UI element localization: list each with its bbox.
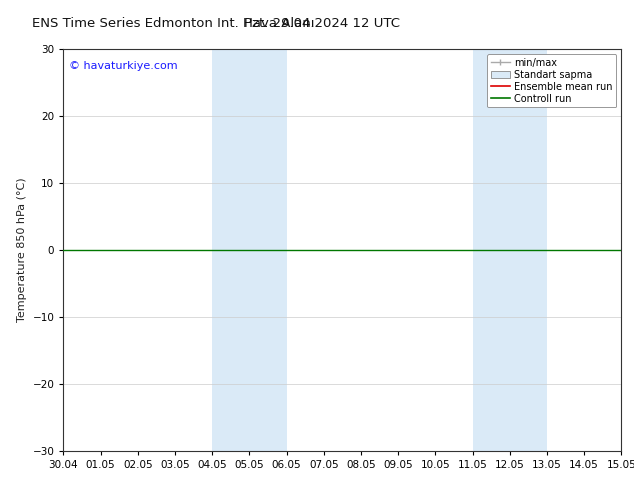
- Y-axis label: Temperature 850 hPa (°C): Temperature 850 hPa (°C): [17, 177, 27, 322]
- Bar: [472, 49, 547, 451]
- Text: © havaturkiye.com: © havaturkiye.com: [69, 61, 178, 71]
- Bar: [212, 49, 287, 451]
- Legend: min/max, Standart sapma, Ensemble mean run, Controll run: min/max, Standart sapma, Ensemble mean r…: [487, 54, 616, 107]
- Text: ENS Time Series Edmonton Int. Hava Alanı: ENS Time Series Edmonton Int. Hava Alanı: [32, 17, 314, 30]
- Text: Pzt. 29.04.2024 12 UTC: Pzt. 29.04.2024 12 UTC: [243, 17, 399, 30]
